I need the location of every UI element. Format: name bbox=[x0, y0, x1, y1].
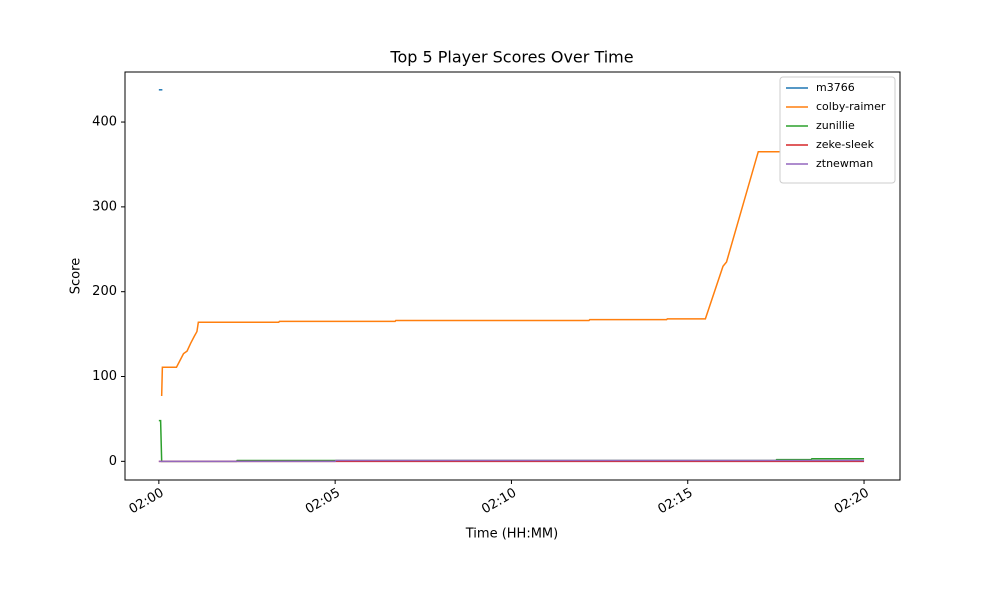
y-axis-label: Score bbox=[69, 258, 84, 294]
y-tick-label: 0 bbox=[109, 454, 117, 469]
x-tick-label: 02:05 bbox=[303, 486, 343, 518]
legend-label: colby-raimer bbox=[816, 100, 886, 113]
series-line bbox=[160, 150, 865, 397]
legend-label: zunillie bbox=[816, 119, 855, 132]
chart-title: Top 5 Player Scores Over Time bbox=[389, 48, 633, 67]
x-axis-label: Time (HH:MM) bbox=[465, 527, 558, 542]
plot-frame bbox=[124, 71, 901, 481]
x-tick-label: 02:20 bbox=[832, 486, 872, 518]
legend-box bbox=[779, 76, 896, 184]
y-tick-label: 200 bbox=[92, 284, 117, 299]
series-line bbox=[158, 419, 865, 463]
x-tick-label: 02:10 bbox=[479, 486, 519, 518]
legend-label: ztnewman bbox=[816, 157, 873, 170]
y-tick-label: 400 bbox=[92, 115, 117, 130]
legend-label: zeke-sleek bbox=[816, 138, 875, 151]
x-tick-label: 02:15 bbox=[656, 486, 696, 518]
y-tick-label: 300 bbox=[92, 199, 117, 214]
y-tick-label: 100 bbox=[92, 369, 117, 384]
x-tick-label: 02:00 bbox=[127, 486, 167, 518]
legend-label: m3766 bbox=[816, 81, 855, 94]
series-line bbox=[158, 459, 865, 463]
